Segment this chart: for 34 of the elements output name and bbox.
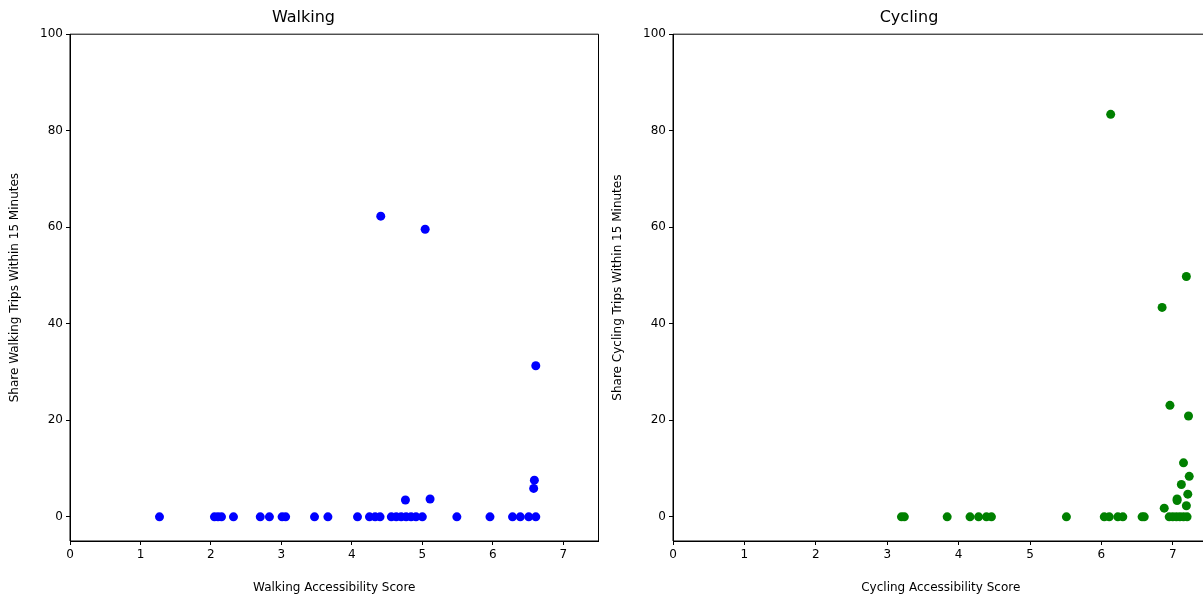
x-tick-label: 4	[954, 547, 963, 562]
y-tick-label: 80	[650, 122, 666, 137]
y-tick-label: 40	[47, 315, 63, 330]
x-tick-label: 7	[1168, 547, 1177, 562]
y-tick-label: 40	[650, 315, 666, 330]
x-tick-label: 4	[348, 547, 356, 562]
y-tick-label: 20	[47, 412, 63, 427]
x-tick-label: 5	[418, 547, 427, 562]
x-tick-label: 0	[66, 547, 74, 562]
y-tick-label: 80	[47, 122, 63, 137]
y-tick-label: 0	[55, 508, 63, 523]
chart-title: Walking	[271, 6, 336, 26]
y-tick-label: 20	[650, 412, 666, 427]
y-tick-label: 60	[47, 219, 63, 234]
y-tick-label: 100	[643, 26, 666, 41]
x-tick-label: 0	[669, 547, 677, 562]
y-axis-title: Share Cycling Trips Within 15 Minutes	[610, 174, 625, 401]
x-tick-label: 6	[1097, 547, 1106, 562]
x-tick-label: 2	[811, 547, 820, 562]
x-tick-label: 3	[883, 547, 892, 562]
y-tick-label: 100	[40, 26, 63, 41]
x-axis-title: Cycling Accessibility Score	[861, 579, 1021, 594]
x-tick-label: 1	[136, 547, 145, 562]
chart-title: Cycling	[879, 6, 939, 26]
x-tick-label: 5	[1026, 547, 1034, 562]
y-axis-title: Share Walking Trips Within 15 Minutes	[7, 172, 22, 403]
y-tick-label: 60	[650, 219, 666, 234]
x-axis-title: Walking Accessibility Score	[253, 579, 416, 594]
x-tick-label: 7	[559, 547, 568, 562]
x-tick-label: 2	[207, 547, 215, 562]
x-tick-label: 6	[488, 547, 497, 562]
x-tick-label: 3	[277, 547, 286, 562]
x-tick-label: 1	[740, 547, 749, 562]
y-tick-label: 0	[658, 508, 666, 523]
